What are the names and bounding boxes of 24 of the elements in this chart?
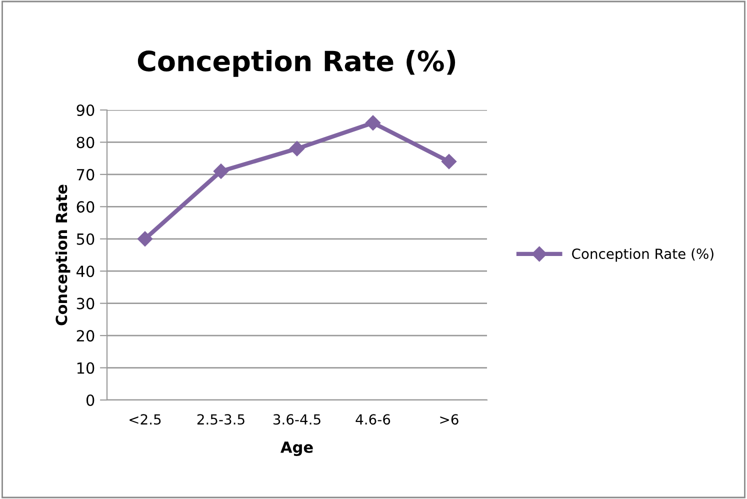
y-tick-label: 70: [77, 168, 94, 180]
point: [365, 115, 381, 130]
x-axis-title: Age: [280, 442, 313, 456]
y-tick-label: 50: [76, 233, 94, 245]
y-tick-label: 10: [77, 362, 94, 374]
y-tick-label: 40: [76, 266, 94, 278]
x-tick-label: 2.5-3.5: [197, 414, 244, 425]
y-tick-label: 30: [76, 298, 94, 310]
x-tick-label: 3.6-4.5: [273, 414, 320, 425]
x-tick-label: 4.6-6: [356, 414, 390, 425]
y-tick-label: 20: [76, 330, 94, 342]
chart-title: Conception Rate (%): [138, 50, 456, 77]
point: [289, 141, 305, 156]
point: [137, 231, 153, 246]
x-tick-label: <2.5: [130, 414, 161, 425]
y-tick-label: 0: [86, 394, 94, 406]
y-tick-label: 60: [76, 201, 94, 213]
y-tick-label: 90: [76, 104, 94, 116]
x-tick-label: >6: [440, 414, 458, 425]
point: [441, 154, 457, 170]
y-axis-title: Conception Rate: [55, 184, 70, 326]
legend-label: Conception Rate (%): [572, 248, 714, 262]
y-tick-label: 80: [76, 136, 94, 148]
point: [213, 164, 229, 179]
